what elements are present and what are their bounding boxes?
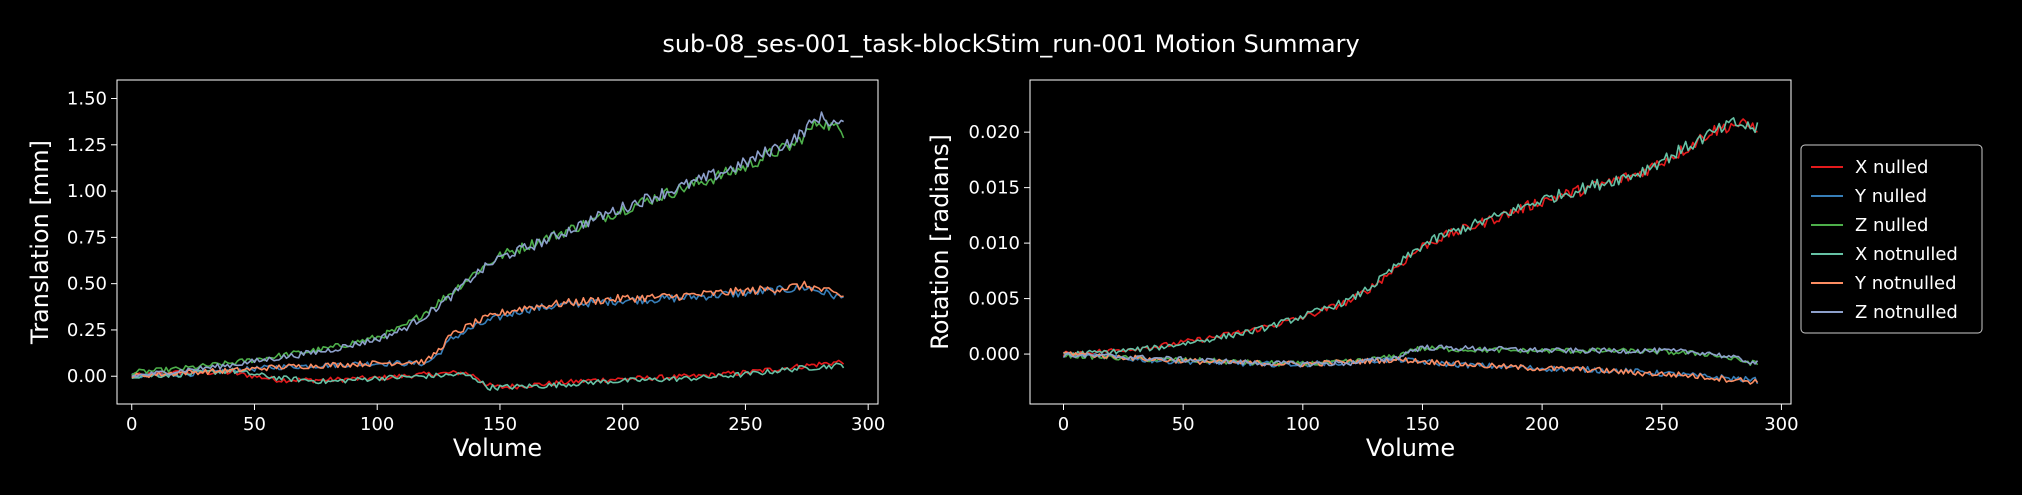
y-tick-label: 0.25 <box>67 320 107 341</box>
series-line-y-nulled <box>131 284 844 379</box>
y-tick-label: 0.75 <box>67 227 107 248</box>
y-axis-label: Translation [mm] <box>26 140 54 345</box>
x-tick-label: 250 <box>1645 414 1679 435</box>
y-tick-label: 0.00 <box>67 366 107 387</box>
y-tick-label: 1.25 <box>67 135 107 156</box>
chart-panel-2: 0 50 100 150 200 250 300 0.000 0.005 0.010 0.015 0.… <box>926 79 1799 462</box>
x-tick-label: 300 <box>851 414 885 435</box>
x-tick-label: 250 <box>728 414 762 435</box>
chart-panel-1: 0 50 100 150 200 250 300 0.00 0.25 0.50 0.75 1.00 1.… <box>26 79 885 462</box>
series-line-x-notnulled <box>131 362 845 391</box>
y-tick-label: 0.000 <box>968 344 1020 365</box>
series-line-y-notnulled <box>1063 351 1759 385</box>
y-tick-label: 0.015 <box>968 178 1020 199</box>
series-line-x-nulled <box>131 359 845 390</box>
legend-label: Z notnulled <box>1855 302 1958 323</box>
axes-frame <box>1029 79 1792 405</box>
series-line-y-notnulled <box>131 280 844 379</box>
legend-frame <box>1800 144 1983 334</box>
x-tick-label: 100 <box>1286 414 1320 435</box>
x-tick-label: 100 <box>360 414 394 435</box>
series-line-z-notnulled <box>1062 344 1759 368</box>
y-tick-label: 1.00 <box>67 181 107 202</box>
axes-frame <box>116 79 879 405</box>
x-tick-label: 50 <box>1172 414 1195 435</box>
x-tick-label: 0 <box>126 414 137 435</box>
x-tick-label: 150 <box>483 414 517 435</box>
figure-title: sub-08_ses-001_task-blockStim_run-001 Mo… <box>662 30 1360 58</box>
legend-label: X notnulled <box>1855 244 1958 265</box>
legend-label: Y notnulled <box>1854 273 1957 294</box>
x-axis-label: Volume <box>453 434 542 462</box>
y-tick-label: 0.005 <box>968 289 1020 310</box>
series-line-z-nulled <box>131 119 845 376</box>
legend-label: X nulled <box>1855 157 1928 178</box>
x-tick-label: 200 <box>1525 414 1559 435</box>
x-tick-label: 300 <box>1764 414 1798 435</box>
x-tick-label: 50 <box>243 414 266 435</box>
legend-label: Z nulled <box>1855 215 1928 236</box>
legend: X nulled Y nulled Z nulled X notnulled Y not… <box>1800 144 1983 334</box>
y-tick-label: 1.50 <box>67 89 107 110</box>
x-tick-label: 150 <box>1405 414 1439 435</box>
series-line-x-nulled <box>1062 118 1758 357</box>
legend-label: Y nulled <box>1854 186 1927 207</box>
y-tick-label: 0.010 <box>968 233 1020 254</box>
y-tick-label: 0.50 <box>67 274 107 295</box>
x-tick-label: 200 <box>606 414 640 435</box>
x-tick-label: 0 <box>1058 414 1069 435</box>
series-line-x-notnulled <box>1063 117 1759 357</box>
series-line-z-notnulled <box>131 111 844 378</box>
y-tick-label: 0.020 <box>968 122 1020 143</box>
series-line-y-nulled <box>1062 351 1759 385</box>
x-axis-label: Volume <box>1366 434 1455 462</box>
y-axis-label: Rotation [radians] <box>926 134 954 350</box>
